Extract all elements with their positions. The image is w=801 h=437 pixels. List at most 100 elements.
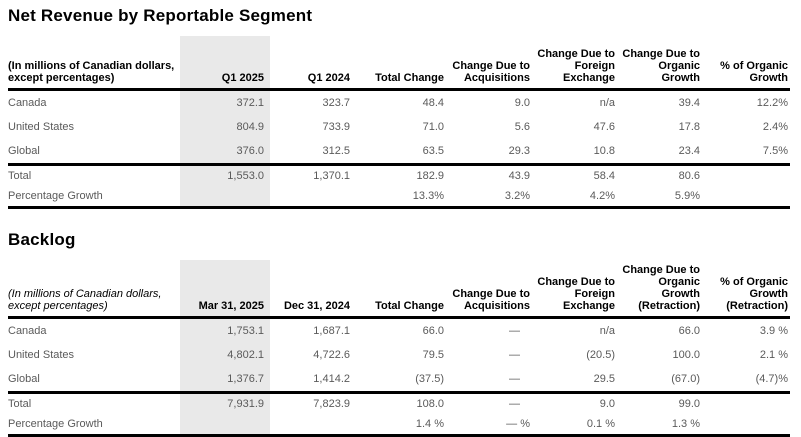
net-revenue-table: (In millions of Canadian dollars, except… (8, 36, 790, 209)
cell: n/a (599, 97, 615, 109)
table-row: Canada 1,753.1 1,687.1 66.0 — n/a 66.0 3.9 % (8, 318, 790, 344)
cell: 9.0 (514, 97, 530, 109)
cell: 13.3% (412, 190, 444, 202)
cell: 4.2% (589, 190, 615, 202)
cell (702, 414, 790, 436)
column-header: Total Change (352, 36, 446, 91)
cell: 804.9 (236, 121, 264, 133)
cell (180, 186, 270, 208)
cell: — % (506, 418, 530, 430)
cell: 4,722.6 (313, 349, 350, 361)
table-row: Total 1,553.0 1,370.1 182.9 43.9 58.4 80.6 (8, 165, 790, 187)
column-header: % of Organic Growth (Retraction) (702, 260, 790, 319)
column-header: Total Change (352, 260, 446, 319)
cell: — (509, 398, 520, 410)
cell: 1,553.0 (227, 170, 264, 182)
cell: (4.7)% (702, 367, 790, 394)
backlog-table: (In millions of Canadian dollars, except… (8, 260, 790, 437)
cell: 66.0 (678, 325, 700, 337)
backlog-title: Backlog (8, 230, 76, 249)
cell: 1,414.2 (270, 367, 352, 394)
cell (270, 414, 352, 436)
cell: — (509, 325, 520, 337)
cell (270, 186, 352, 208)
header-row: (In millions of Canadian dollars, except… (8, 260, 790, 319)
cell: 2.4% (762, 121, 788, 133)
cell: 372.1 (236, 97, 264, 109)
cell: 23.4 (617, 139, 702, 166)
cell: (67.0) (617, 367, 702, 394)
cell: 71.0 (422, 121, 444, 133)
cell: 733.9 (322, 121, 350, 133)
column-header: Change Due to Foreign Exchange (532, 260, 617, 319)
column-header: Change Due to Foreign Exchange (532, 36, 617, 91)
unit-label: (In millions of Canadian dollars, except… (8, 260, 180, 319)
cell: 63.5 (352, 139, 446, 166)
cell: 108.0 (416, 398, 444, 410)
cell: 1.4 % (415, 418, 444, 430)
cell: 1,370.1 (313, 170, 350, 182)
column-header: Q1 2025 (180, 36, 270, 91)
cell: 48.4 (422, 97, 444, 109)
cell: 9.0 (599, 398, 615, 410)
cell: 4,802.1 (227, 349, 264, 361)
row-label: Percentage Growth (8, 418, 103, 430)
cell: 3.9 % (759, 325, 788, 337)
backlog-section: Backlog (In millions of Canadian dollars… (8, 230, 793, 437)
cell: 1,376.7 (180, 367, 270, 394)
table-row: Canada 372.1 323.7 48.4 9.0 n/a 39.4 12.2% (8, 90, 790, 116)
cell: 5.9% (674, 190, 700, 202)
column-header: Mar 31, 2025 (180, 260, 270, 319)
cell: (37.5) (352, 367, 446, 394)
table-row: Percentage Growth 1.4 % — % 0.1 % 1.3 % (8, 414, 790, 436)
row-label: Global (8, 139, 180, 166)
table-row: Total 7,931.9 7,823.9 108.0 — 9.0 99.0 (8, 393, 790, 415)
column-header: Dec 31, 2024 (270, 260, 352, 319)
cell: (20.5) (586, 349, 615, 361)
table-row: Global 1,376.7 1,414.2 (37.5) —29.5 (67.0) (4.… (8, 367, 790, 394)
cell: 43.9 (508, 170, 530, 182)
row-label: Total (8, 398, 32, 410)
cell: 323.7 (322, 97, 350, 109)
cell: 1,687.1 (313, 325, 350, 337)
cell (702, 393, 790, 415)
cell (702, 186, 790, 208)
cell: 66.0 (422, 325, 444, 337)
unit-label: (In millions of Canadian dollars, except… (8, 36, 180, 91)
row-label: United States (8, 121, 75, 133)
column-header: Change Due to Acquisitions (446, 260, 532, 319)
cell (180, 414, 270, 436)
table-row: Global 376.0 312.5 63.5 29.3 10.8 23.4 7.5% (8, 139, 790, 166)
cell: 5.6 (514, 121, 530, 133)
cell: 1.3 % (671, 418, 700, 430)
row-label: Canada (8, 325, 47, 337)
cell: 376.0 (180, 139, 270, 166)
row-label: Canada (8, 97, 47, 109)
cell: 10.8 (532, 139, 617, 166)
row-label: Total (8, 170, 32, 182)
row-label: United States (8, 349, 75, 361)
table-row: United States 804.9 733.9 71.0 5.6 47.6 17.8 2.… (8, 115, 790, 139)
cell: 2.1 % (759, 349, 788, 361)
cell: 58.4 (593, 170, 615, 182)
cell: 182.9 (416, 170, 444, 182)
cell: — (509, 349, 520, 361)
header-row: (In millions of Canadian dollars, except… (8, 36, 790, 91)
table-row: Percentage Growth 13.3% 3.2% 4.2% 5.9% (8, 186, 790, 208)
column-header: Change Due to Acquisitions (446, 36, 532, 91)
cell (702, 165, 790, 187)
cell: 39.4 (678, 97, 700, 109)
cell: n/a (599, 325, 615, 337)
net-revenue-section: Net Revenue by Reportable Segment (In mi… (8, 6, 793, 209)
cell: 29.3 (446, 139, 532, 166)
cell: 3.2% (504, 190, 530, 202)
cell: 312.5 (270, 139, 352, 166)
cell: — (446, 367, 532, 394)
column-header: Change Due to Organic Growth (Retraction… (617, 260, 702, 319)
cell: 47.6 (593, 121, 615, 133)
cell: 7,823.9 (313, 398, 350, 410)
row-label: Percentage Growth (8, 190, 103, 202)
cell: 99.0 (678, 398, 700, 410)
net-revenue-title: Net Revenue by Reportable Segment (8, 6, 313, 25)
